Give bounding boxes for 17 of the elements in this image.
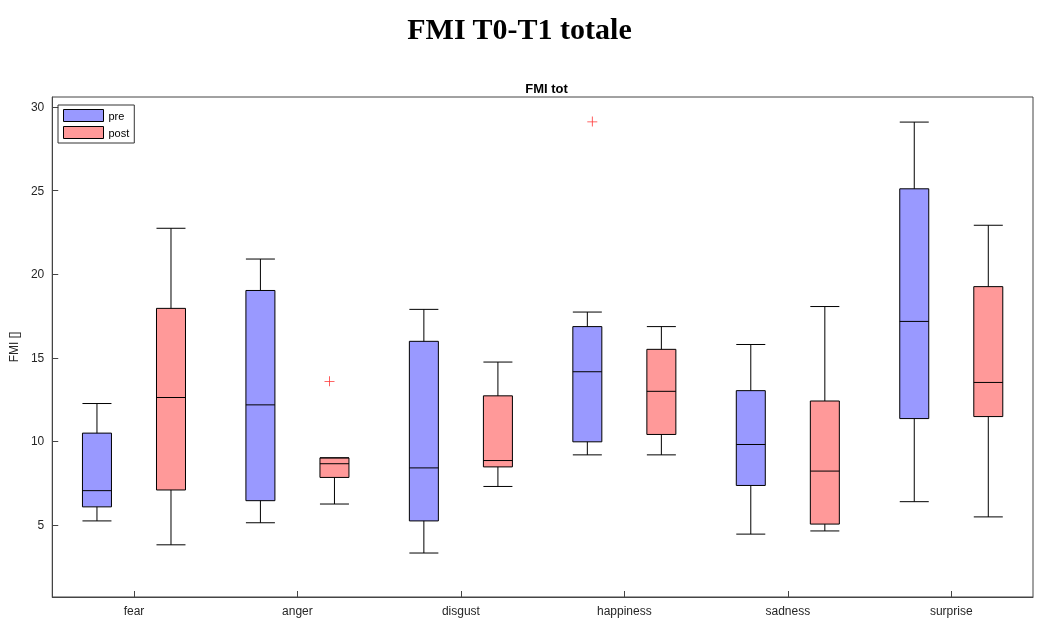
x-tick-label: happiness <box>596 604 652 618</box>
x-tick-label: sadness <box>765 604 811 618</box>
x-tick-label: fear <box>123 604 145 618</box>
y-axis-title: FMI [] <box>7 331 21 363</box>
x-tick-label: anger <box>282 604 313 618</box>
y-tick-label: 15 <box>30 350 45 365</box>
x-tick-label: disgust <box>441 604 481 618</box>
legend-label: pre <box>108 109 125 122</box>
x-tick-label: surprise <box>929 604 973 618</box>
chart-title: FMI T0-T1 totale <box>407 11 632 45</box>
y-tick-label: 30 <box>30 100 45 115</box>
chart-subtitle: FMI tot <box>525 81 569 96</box>
y-tick-label: 5 <box>37 518 45 533</box>
y-tick-label: 10 <box>30 434 45 449</box>
y-tick-label: 25 <box>30 183 45 198</box>
y-tick-label: 20 <box>30 267 45 282</box>
legend-label: post <box>108 126 130 139</box>
